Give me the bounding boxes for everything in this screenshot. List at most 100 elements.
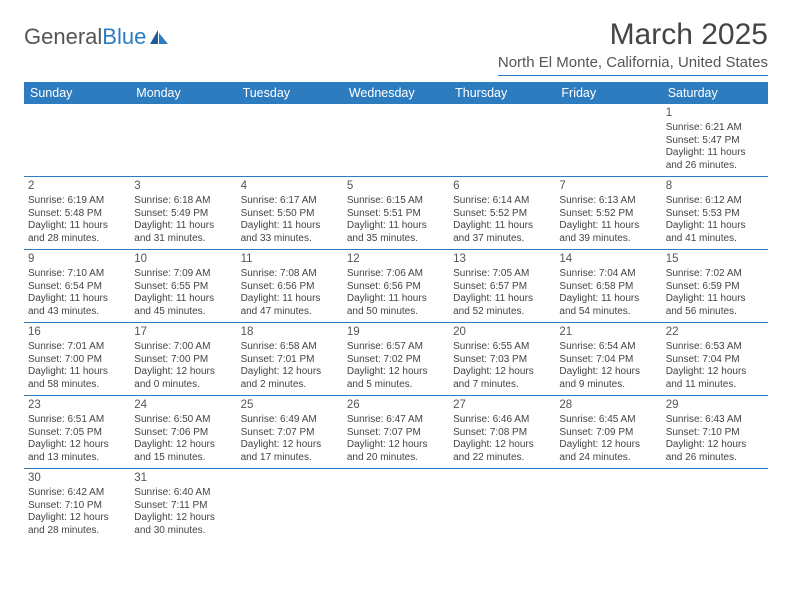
day-sunrise: Sunrise: 7:00 AM (134, 341, 232, 354)
day-cell: 6Sunrise: 6:14 AMSunset: 5:52 PMDaylight… (449, 177, 555, 249)
day-sunset: Sunset: 5:51 PM (347, 208, 445, 221)
day-sunset: Sunset: 7:09 PM (559, 427, 657, 440)
day-cell: 11Sunrise: 7:08 AMSunset: 6:56 PMDayligh… (237, 250, 343, 322)
day-day1: Daylight: 11 hours (559, 220, 657, 233)
day-day2: and 9 minutes. (559, 379, 657, 392)
day-sunrise: Sunrise: 6:54 AM (559, 341, 657, 354)
day-sunset: Sunset: 6:55 PM (134, 281, 232, 294)
day-day2: and 26 minutes. (666, 452, 764, 465)
day-sunrise: Sunrise: 7:04 AM (559, 268, 657, 281)
day-sunset: Sunset: 5:52 PM (559, 208, 657, 221)
day-day2: and 37 minutes. (453, 233, 551, 246)
day-day1: Daylight: 12 hours (28, 439, 126, 452)
day-cell: 14Sunrise: 7:04 AMSunset: 6:58 PMDayligh… (555, 250, 661, 322)
day-cell: 19Sunrise: 6:57 AMSunset: 7:02 PMDayligh… (343, 323, 449, 395)
day-number: 5 (347, 179, 445, 194)
day-day2: and 26 minutes. (666, 160, 764, 173)
day-sunrise: Sunrise: 6:53 AM (666, 341, 764, 354)
day-sunset: Sunset: 5:52 PM (453, 208, 551, 221)
day-sunrise: Sunrise: 7:06 AM (347, 268, 445, 281)
day-number: 10 (134, 252, 232, 267)
day-number: 4 (241, 179, 339, 194)
day-sunrise: Sunrise: 6:13 AM (559, 195, 657, 208)
days-of-week-row: SundayMondayTuesdayWednesdayThursdayFrid… (24, 82, 768, 104)
day-day2: and 28 minutes. (28, 525, 126, 538)
day-sunset: Sunset: 7:02 PM (347, 354, 445, 367)
day-sunset: Sunset: 5:50 PM (241, 208, 339, 221)
day-cell (343, 104, 449, 176)
day-cell: 7Sunrise: 6:13 AMSunset: 5:52 PMDaylight… (555, 177, 661, 249)
dow-cell: Tuesday (237, 82, 343, 104)
day-day2: and 11 minutes. (666, 379, 764, 392)
day-sunrise: Sunrise: 6:46 AM (453, 414, 551, 427)
day-number: 30 (28, 471, 126, 486)
day-sunset: Sunset: 6:59 PM (666, 281, 764, 294)
weeks-container: 1Sunrise: 6:21 AMSunset: 5:47 PMDaylight… (24, 104, 768, 541)
day-cell: 16Sunrise: 7:01 AMSunset: 7:00 PMDayligh… (24, 323, 130, 395)
day-sunset: Sunset: 7:03 PM (453, 354, 551, 367)
day-number: 1 (666, 106, 764, 121)
week-row: 23Sunrise: 6:51 AMSunset: 7:05 PMDayligh… (24, 396, 768, 469)
day-cell: 1Sunrise: 6:21 AMSunset: 5:47 PMDaylight… (662, 104, 768, 176)
logo-text-2: Blue (102, 24, 146, 50)
day-number: 27 (453, 398, 551, 413)
day-number: 26 (347, 398, 445, 413)
day-cell (237, 469, 343, 541)
day-sunset: Sunset: 7:08 PM (453, 427, 551, 440)
day-sunset: Sunset: 7:11 PM (134, 500, 232, 513)
day-cell: 12Sunrise: 7:06 AMSunset: 6:56 PMDayligh… (343, 250, 449, 322)
day-sunset: Sunset: 7:01 PM (241, 354, 339, 367)
day-day1: Daylight: 12 hours (347, 366, 445, 379)
month-title: March 2025 (498, 18, 768, 52)
day-sunset: Sunset: 7:10 PM (666, 427, 764, 440)
day-number: 19 (347, 325, 445, 340)
day-sunrise: Sunrise: 6:45 AM (559, 414, 657, 427)
day-number: 22 (666, 325, 764, 340)
day-sunset: Sunset: 7:00 PM (28, 354, 126, 367)
day-day2: and 43 minutes. (28, 306, 126, 319)
day-sunrise: Sunrise: 6:18 AM (134, 195, 232, 208)
day-day1: Daylight: 11 hours (666, 220, 764, 233)
day-sunrise: Sunrise: 6:51 AM (28, 414, 126, 427)
day-sunrise: Sunrise: 6:14 AM (453, 195, 551, 208)
day-sunrise: Sunrise: 6:50 AM (134, 414, 232, 427)
day-sunrise: Sunrise: 6:58 AM (241, 341, 339, 354)
day-cell (555, 104, 661, 176)
day-day1: Daylight: 11 hours (241, 220, 339, 233)
day-day1: Daylight: 12 hours (666, 439, 764, 452)
day-day2: and 41 minutes. (666, 233, 764, 246)
day-cell (555, 469, 661, 541)
day-number: 7 (559, 179, 657, 194)
day-day1: Daylight: 12 hours (28, 512, 126, 525)
day-sunrise: Sunrise: 6:19 AM (28, 195, 126, 208)
day-sunrise: Sunrise: 7:08 AM (241, 268, 339, 281)
day-day2: and 30 minutes. (134, 525, 232, 538)
day-day2: and 2 minutes. (241, 379, 339, 392)
dow-cell: Sunday (24, 82, 130, 104)
day-sunset: Sunset: 5:49 PM (134, 208, 232, 221)
day-cell (343, 469, 449, 541)
day-number: 11 (241, 252, 339, 267)
day-day2: and 7 minutes. (453, 379, 551, 392)
day-cell (130, 104, 236, 176)
day-cell (237, 104, 343, 176)
day-day1: Daylight: 12 hours (134, 366, 232, 379)
logo-sail-icon (148, 28, 170, 46)
day-day2: and 56 minutes. (666, 306, 764, 319)
day-day1: Daylight: 12 hours (666, 366, 764, 379)
week-row: 16Sunrise: 7:01 AMSunset: 7:00 PMDayligh… (24, 323, 768, 396)
day-number: 29 (666, 398, 764, 413)
day-cell: 9Sunrise: 7:10 AMSunset: 6:54 PMDaylight… (24, 250, 130, 322)
day-sunset: Sunset: 7:00 PM (134, 354, 232, 367)
day-cell: 5Sunrise: 6:15 AMSunset: 5:51 PMDaylight… (343, 177, 449, 249)
day-cell (449, 104, 555, 176)
dow-cell: Friday (555, 82, 661, 104)
day-number: 14 (559, 252, 657, 267)
day-number: 12 (347, 252, 445, 267)
day-day1: Daylight: 11 hours (28, 220, 126, 233)
day-number: 15 (666, 252, 764, 267)
day-cell: 21Sunrise: 6:54 AMSunset: 7:04 PMDayligh… (555, 323, 661, 395)
day-cell: 20Sunrise: 6:55 AMSunset: 7:03 PMDayligh… (449, 323, 555, 395)
day-cell: 2Sunrise: 6:19 AMSunset: 5:48 PMDaylight… (24, 177, 130, 249)
day-sunrise: Sunrise: 7:02 AM (666, 268, 764, 281)
